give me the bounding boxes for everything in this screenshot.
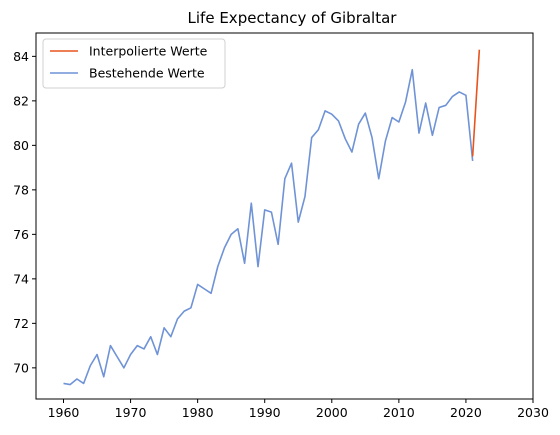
x-tick-label: 1990 <box>249 405 281 420</box>
series-line-interpolated <box>471 49 481 157</box>
x-tick-label: 1980 <box>182 405 214 420</box>
x-tick-label: 1970 <box>115 405 147 420</box>
x-tick-label: 2020 <box>450 405 482 420</box>
y-tick-label: 70 <box>13 360 29 375</box>
y-tick-label: 76 <box>13 227 29 242</box>
y-tick-label: 82 <box>13 93 29 108</box>
x-tick-label: 1960 <box>48 405 80 420</box>
y-tick-label: 74 <box>13 271 29 286</box>
plot-frame <box>35 32 534 400</box>
legend-label: Bestehende Werte <box>89 66 205 81</box>
x-tick-label: 2000 <box>316 405 348 420</box>
legend-box <box>42 38 226 89</box>
y-tick-label: 80 <box>13 138 29 153</box>
y-tick-label: 84 <box>13 49 29 64</box>
x-tick-label: 2030 <box>517 405 549 420</box>
plot-area <box>63 49 481 386</box>
legend-label: Interpolierte Werte <box>89 44 208 59</box>
y-axis: 70 72 74 76 78 80 82 84 <box>13 49 36 375</box>
y-tick-label: 78 <box>13 182 29 197</box>
x-tick-label: 2010 <box>383 405 415 420</box>
x-axis: 1960 1970 1980 1990 2000 2010 2020 2030 <box>48 399 549 420</box>
legend: Interpolierte Werte Bestehende Werte <box>42 38 226 89</box>
chart-title: Life Expectancy of Gibraltar <box>188 9 398 27</box>
series-line-existing <box>63 68 474 386</box>
y-tick-label: 72 <box>13 316 29 331</box>
